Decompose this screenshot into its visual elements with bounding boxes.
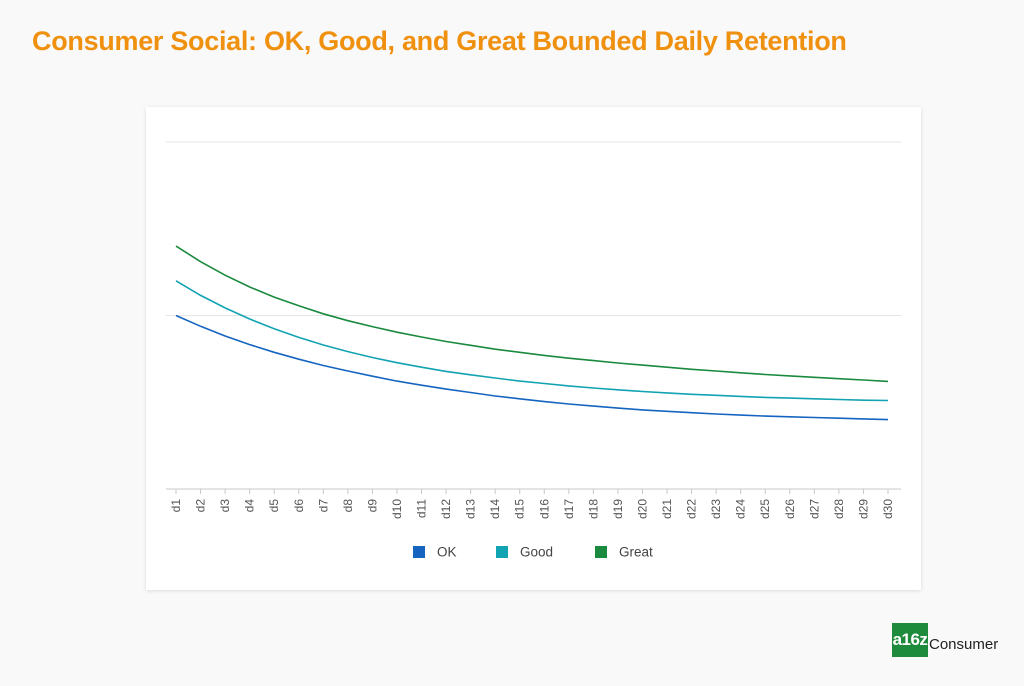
x-tick-label-d18: d18 — [586, 499, 600, 519]
x-tick-label-d1: d1 — [169, 499, 183, 513]
legend-swatch-good — [496, 546, 508, 558]
legend-label-good: Good — [520, 545, 553, 560]
legend-label-great: Great — [619, 545, 653, 560]
x-tick-label-d12: d12 — [439, 499, 453, 519]
x-tick-label-d3: d3 — [218, 499, 232, 513]
x-tick-label-d23: d23 — [709, 499, 723, 519]
series-line-great — [175, 245, 889, 383]
legend-label-ok: OK — [437, 545, 457, 560]
a16z-logo-badge: a16z — [892, 623, 928, 657]
brand-text: Consumer — [929, 635, 999, 653]
x-tick-label-d8: d8 — [341, 499, 355, 513]
x-tick-label-d5: d5 — [267, 499, 281, 513]
x-tick-label-d25: d25 — [758, 499, 772, 519]
x-tick-label-d27: d27 — [807, 499, 821, 519]
x-tick-label-d13: d13 — [464, 499, 478, 519]
x-tick-label-d19: d19 — [611, 499, 625, 519]
x-tick-label-d26: d26 — [783, 499, 797, 519]
x-tick-label-d28: d28 — [832, 499, 846, 519]
series-line-ok — [175, 314, 889, 421]
x-tick-label-d29: d29 — [856, 499, 870, 519]
x-tick-label-d2: d2 — [194, 499, 208, 513]
x-tick-label-d7: d7 — [316, 499, 330, 513]
x-tick-label-d30: d30 — [881, 499, 895, 519]
brand-logo: a16z Consumer — [892, 623, 998, 657]
x-tick-label-d20: d20 — [635, 499, 649, 519]
x-tick-label-d22: d22 — [685, 499, 699, 519]
x-tick-label-d11: d11 — [415, 499, 429, 518]
x-tick-label-d6: d6 — [292, 499, 306, 513]
line-chart: 050%100%d1d2d3d4d5d6d7d8d9d10d11d12d13d1… — [166, 141, 901, 560]
legend-swatch-great — [595, 546, 607, 558]
chart-card: 050%100%d1d2d3d4d5d6d7d8d9d10d11d12d13d1… — [146, 107, 921, 590]
x-tick-label-d17: d17 — [562, 499, 576, 519]
x-tick-label-d10: d10 — [390, 499, 404, 519]
series-line-good — [175, 280, 889, 402]
legend-swatch-ok — [413, 546, 425, 558]
x-tick-label-d9: d9 — [365, 499, 379, 513]
x-tick-label-d16: d16 — [537, 499, 551, 519]
x-tick-label-d14: d14 — [488, 499, 502, 519]
x-tick-label-d21: d21 — [660, 499, 674, 519]
x-tick-label-d15: d15 — [513, 499, 527, 519]
page-title: Consumer Social: OK, Good, and Great Bou… — [32, 26, 847, 56]
x-tick-label-d4: d4 — [243, 499, 257, 513]
x-tick-label-d24: d24 — [734, 499, 748, 519]
